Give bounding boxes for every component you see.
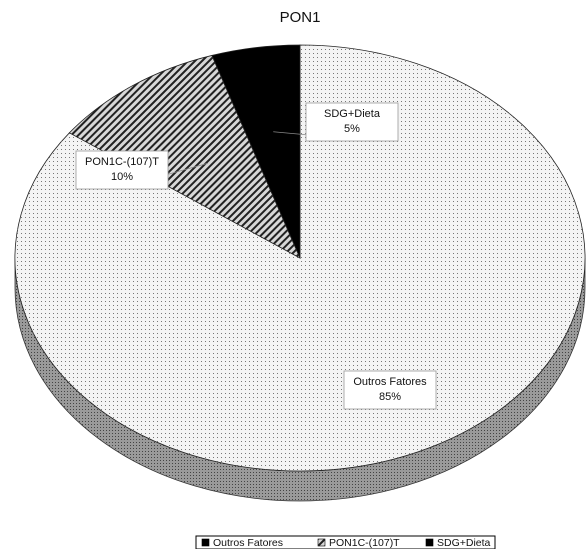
callout-box [75,150,169,190]
callout-box [343,370,437,410]
legend-swatch [425,538,434,547]
callout-box [305,102,399,142]
slice-label: SDG+Dieta [324,108,381,120]
legend: Outros Fatores PON1C-(107)T SDG+Dieta [201,537,491,549]
pie [14,44,586,502]
legend-label: SDG+Dieta [437,537,491,549]
legend-label: PON1C-(107)T [329,537,400,549]
pie-slice [211,44,301,259]
legend-texture [318,539,325,546]
slice-value-label: 10% [111,171,133,183]
legend-swatch [201,538,210,547]
slice-texture [69,55,301,259]
slice-value-label: 85% [379,391,401,403]
legend-label: Outros Fatores [213,537,283,549]
labels: Outros Fatores 85% PON1C-(107)T 10% SDG+Diet… [75,102,437,410]
slice-label: PON1C-(107)T [85,156,159,168]
legend-box [195,535,496,549]
slice-value-label: 5% [344,123,360,135]
chart-title: PON1 [280,9,321,26]
slice-label: Outros Fatores [353,376,427,388]
